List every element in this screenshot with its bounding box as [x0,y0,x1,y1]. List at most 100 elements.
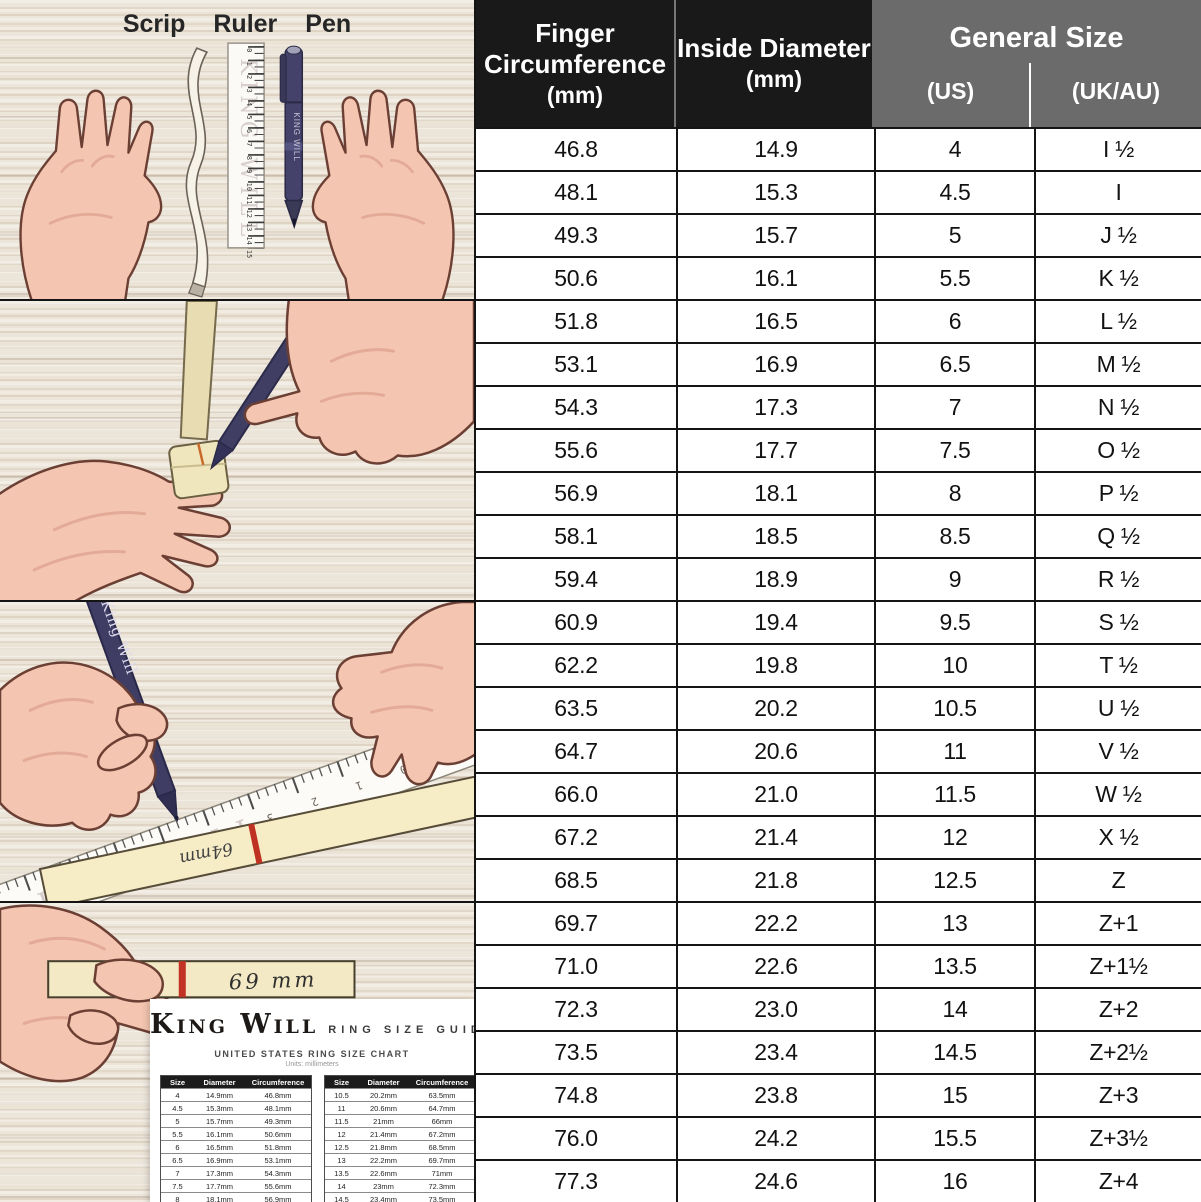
svg-text:KING WILL: KING WILL [235,58,260,242]
size-cell: I ½ [1036,129,1201,170]
size-cell: 12 [876,817,1034,858]
paper-strip-illustration [185,47,209,298]
header-us: (US) [926,77,975,104]
mini-cell: 63.5mm [428,1090,456,1100]
pen-illustration: KING WILL [279,45,304,230]
size-cell: 68.5 [476,860,676,901]
size-cell: 19.8 [678,645,874,686]
header-finger-circumference: Finger Circumference (mm) [476,0,676,127]
mini-cell: 48.1mm [264,1103,292,1113]
size-cell: 20.2 [678,688,874,729]
size-cell: 6.5 [876,344,1034,385]
mini-cell: 5.5 [172,1129,183,1139]
size-cell: 46.8 [476,129,676,170]
size-cell: 21.8 [678,860,874,901]
panel-step2-wrap [0,301,474,600]
mini-cell: 6 [175,1142,180,1152]
size-cell: 17.3 [678,387,874,428]
brand-logo: King Will [150,1009,319,1040]
mini-cell: 21.4mm [369,1129,398,1139]
mini-cell: 16.5mm [205,1142,234,1152]
size-cell: Z+3 [1036,1075,1201,1116]
header-divider [1029,63,1031,127]
size-cell: 74.8 [476,1075,676,1116]
size-cell: 15 [876,1075,1034,1116]
mini-cell: 68.5mm [428,1142,456,1152]
size-cell: P ½ [1036,473,1201,514]
mini-cell: 20.6mm [369,1103,398,1113]
marking-hand-illustration [243,301,474,465]
svg-text:11: 11 [245,196,254,204]
mini-cell: 12 [337,1129,346,1139]
mini-cell: 22.6mm [369,1168,398,1178]
mini-cell: 15.3mm [205,1103,234,1113]
size-cell: 5.5 [876,258,1034,299]
label-scrip: Scrip [122,10,186,38]
svg-text:8: 8 [245,156,254,160]
size-cell: 50.6 [476,258,676,299]
size-cell: O ½ [1036,430,1201,471]
step2-illustration [0,301,474,600]
red-mark [248,823,263,865]
mini-cell: 14 [337,1181,346,1191]
size-cell: 15.7 [678,215,874,256]
size-cell: U ½ [1036,688,1201,729]
size-cell: 17.7 [678,430,874,471]
size-cell: 14 [876,989,1034,1030]
writing-hand-illustration [0,661,169,831]
mini-cell: 18.1mm [205,1194,234,1202]
mini-cell: 4 [175,1090,180,1100]
size-cell: 64.7 [476,731,676,772]
size-cell: 72.3 [476,989,676,1030]
mini-cell: 17.7mm [205,1181,234,1191]
mini-cell: 4.5 [172,1103,183,1113]
size-cell: T ½ [1036,645,1201,686]
size-cell: 77.3 [476,1161,676,1202]
size-cell: 16.5 [678,301,874,342]
strip-tail-illustration [179,301,218,441]
mini-cell: Circumference [251,1077,305,1087]
size-cell: 10.5 [876,688,1034,729]
size-cell: W ½ [1036,774,1201,815]
strip-measurement-text: 69 mm [228,966,317,994]
mini-cell: Size [169,1077,185,1087]
mini-cell: Circumference [415,1077,469,1087]
measuring-strip-illustration: 64mm [38,769,474,901]
size-cell: 8.5 [876,516,1034,557]
size-cell: 19.4 [678,602,874,643]
mini-cell: 11 [337,1103,346,1113]
label-pen: Pen [305,10,352,38]
mini-cell: 22.2mm [369,1155,398,1165]
right-hand-illustration [311,89,455,299]
size-cell: 20.6 [678,731,874,772]
svg-text:4: 4 [245,102,254,106]
svg-text:14: 14 [245,236,254,244]
size-cell: 58.1 [476,516,676,557]
label-ruler: Ruler [213,10,278,38]
red-mark [178,961,186,998]
guide-label: RING SIZE GUIDE [328,1024,474,1036]
tool-labels: Scrip Ruler Pen [0,10,474,39]
mini-cell: 16.1mm [205,1129,234,1139]
header-general-size: General Size (US) (UK/AU) [872,0,1201,127]
mini-cell: 64.7mm [428,1103,456,1113]
size-cell: 24.6 [678,1161,874,1202]
mini-cell: 16.9mm [205,1155,234,1165]
size-cell: 62.2 [476,645,676,686]
size-cell: 21.4 [678,817,874,858]
size-cell: 54.3 [476,387,676,428]
size-cell: I [1036,172,1201,213]
mini-cell: 67.2mm [428,1129,456,1139]
svg-text:6: 6 [245,129,254,133]
mini-cell: 17.3mm [205,1168,234,1178]
size-cell: 67.2 [476,817,676,858]
svg-text:10: 10 [245,183,254,191]
size-cell: Q ½ [1036,516,1201,557]
size-cell: N ½ [1036,387,1201,428]
size-cell: 10 [876,645,1034,686]
mini-cell: 15.7mm [205,1116,234,1126]
